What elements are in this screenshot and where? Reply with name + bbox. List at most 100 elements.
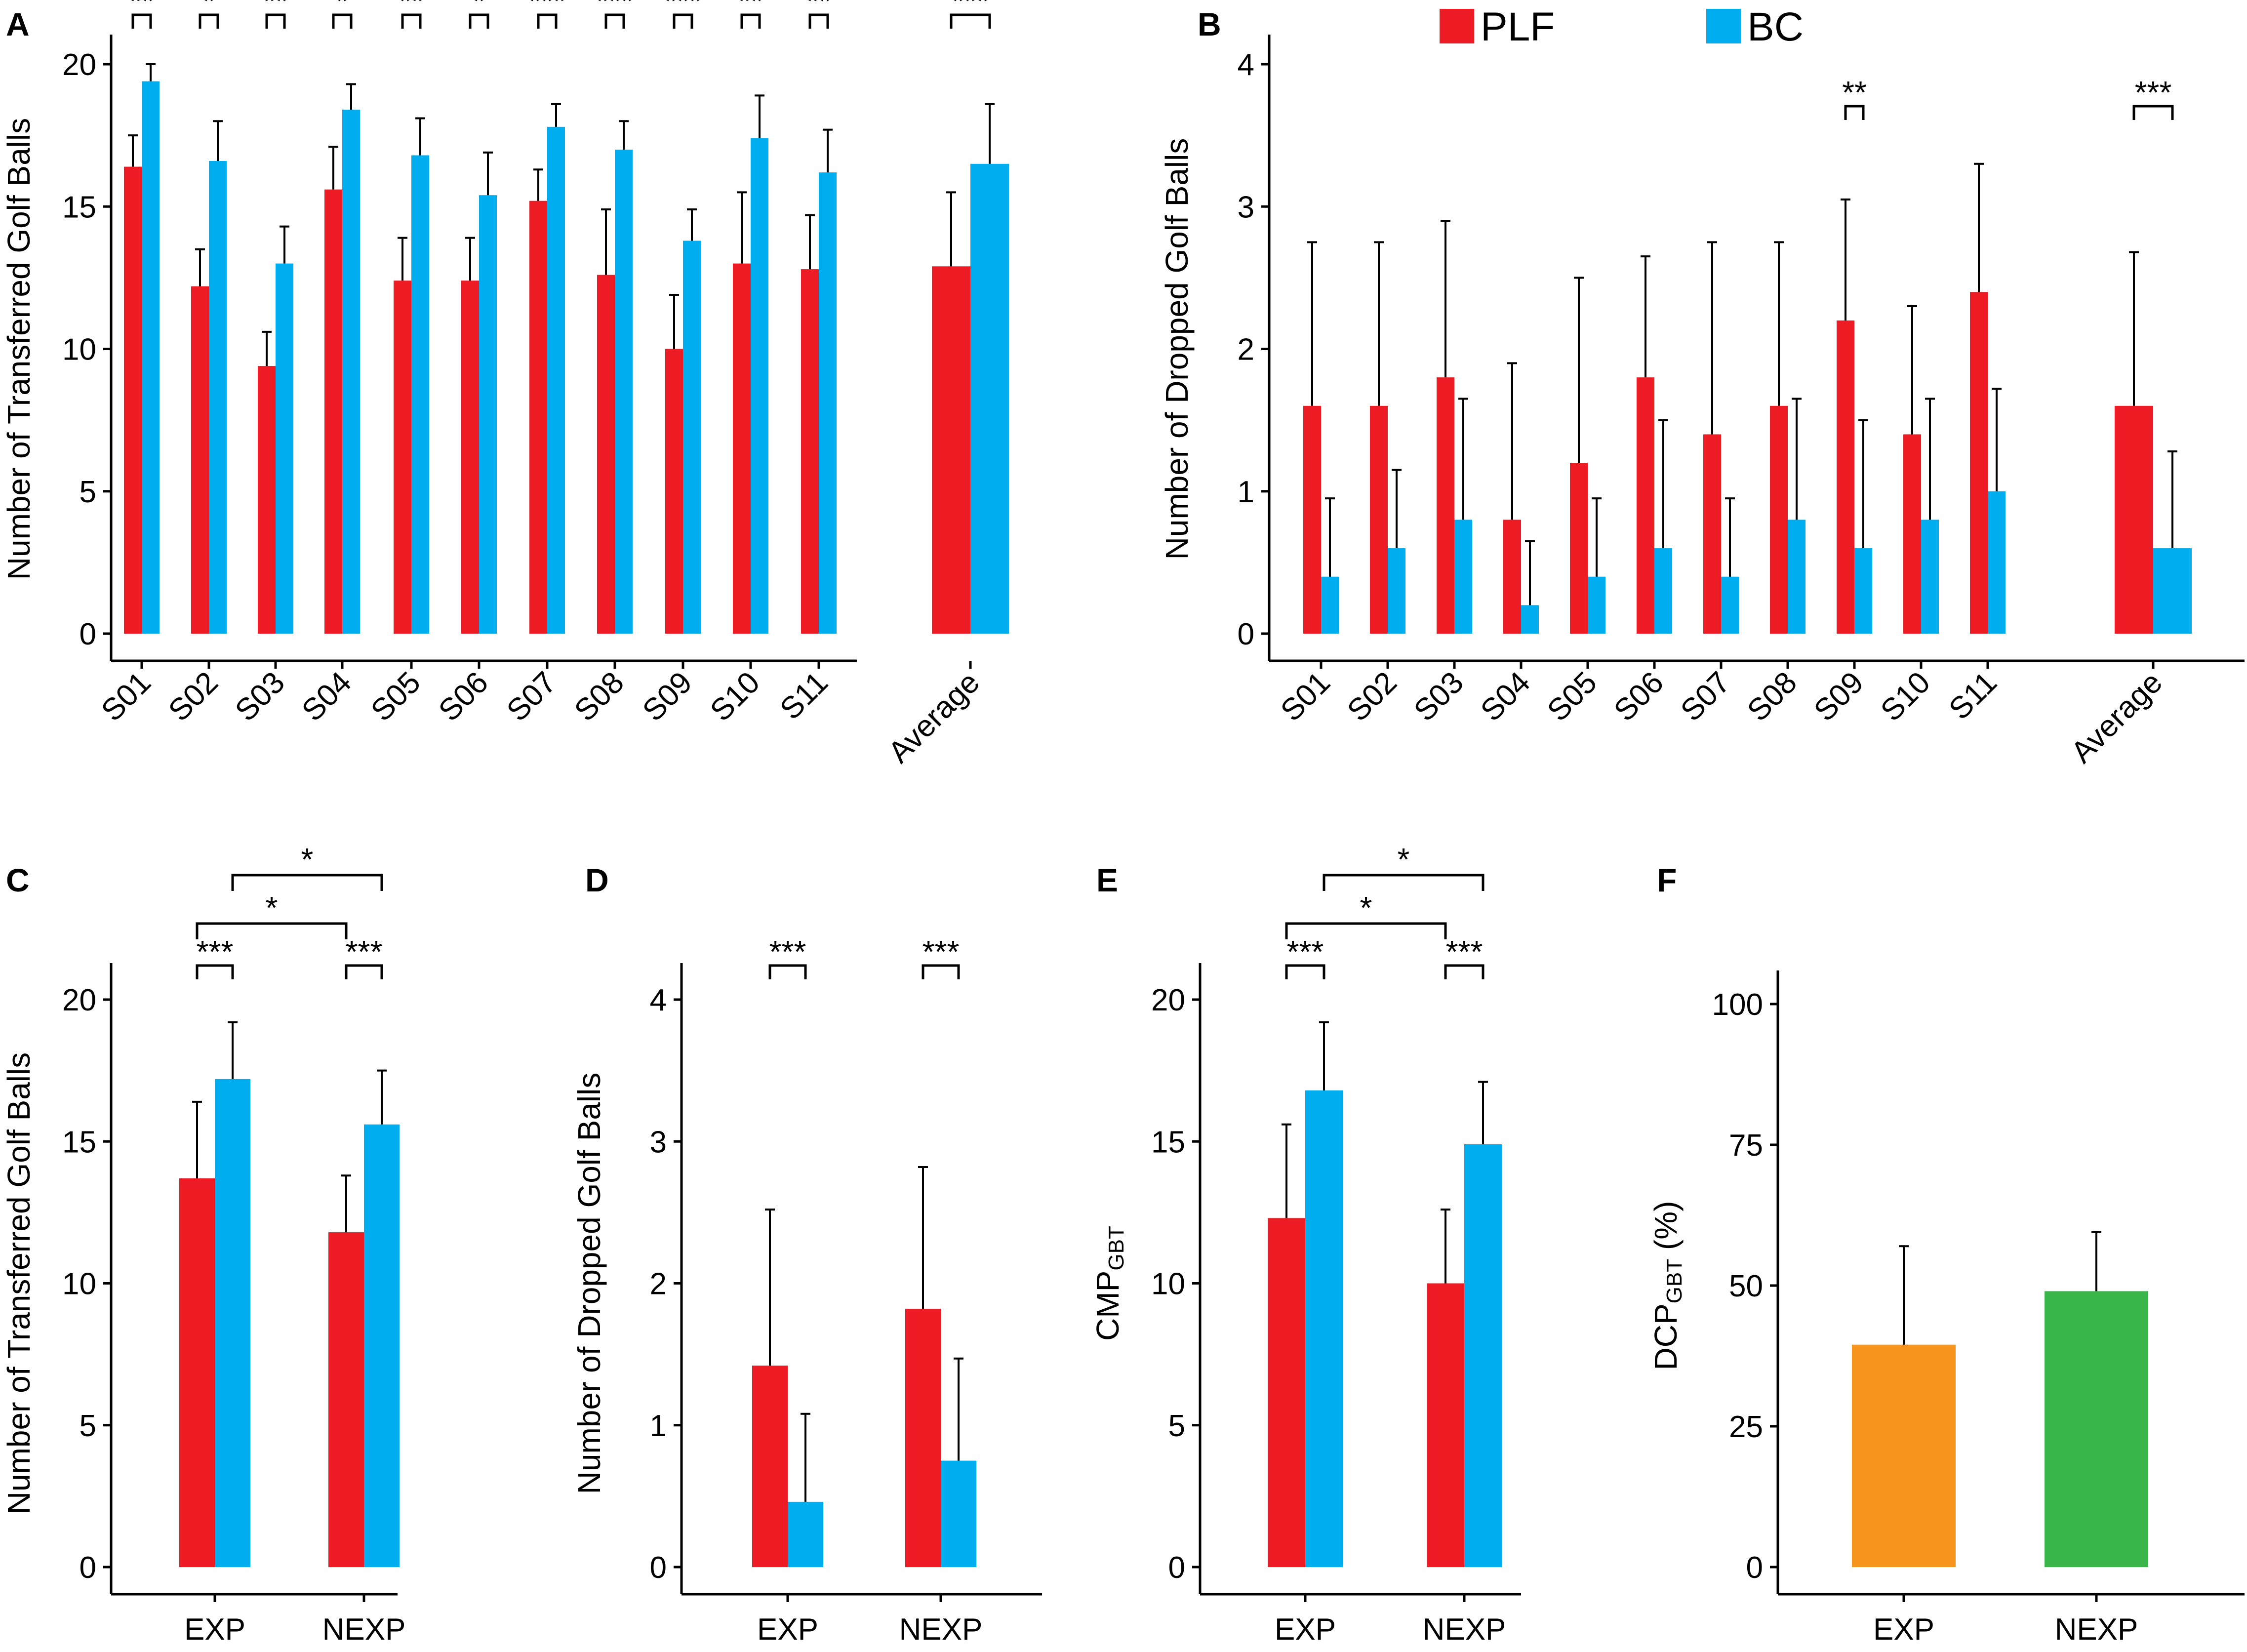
bar-bc-s02: [209, 161, 227, 634]
x-tick-label: S10: [704, 665, 766, 728]
bar-plf-exp: [752, 1366, 788, 1567]
significance-bracket: [469, 13, 489, 29]
y-tick-label: 3: [1238, 190, 1254, 224]
significance-bracket: [537, 13, 558, 29]
significance-label: ***: [665, 0, 702, 19]
bar-plf-s08: [1770, 405, 1788, 634]
bar-bc-s09: [1854, 548, 1872, 634]
y-tick-label: 2: [650, 1267, 667, 1301]
bar-dcp-nexp: [2045, 1291, 2148, 1567]
y-axis-title-subscript: GBT: [1662, 1259, 1686, 1303]
bar-bc-s05: [411, 155, 429, 634]
x-tick-label: S08: [1741, 665, 1804, 728]
bar-bc-s11: [1988, 491, 2006, 634]
y-tick-label: 0: [80, 617, 96, 651]
x-tick-label: S10: [1874, 665, 1937, 728]
significance-bracket: [1444, 964, 1485, 979]
x-tick-label: S11: [773, 665, 835, 726]
significance-label: ***: [346, 934, 383, 969]
significance-label: ***: [597, 0, 634, 19]
y-tick-label: 0: [1746, 1551, 1763, 1585]
significance-bracket: [1285, 964, 1325, 979]
x-tick-label: Average: [2065, 665, 2169, 769]
bar-plf-s04: [1503, 520, 1521, 634]
significance-label: **: [263, 0, 288, 19]
bar-bc-s04: [1521, 605, 1539, 634]
bar-plf-s07: [1703, 434, 1721, 634]
significance-bracket: [768, 964, 807, 979]
y-tick-label: 20: [1151, 983, 1185, 1017]
x-tick-label: S06: [432, 665, 495, 728]
comparison-label: *: [1360, 890, 1372, 926]
y-tick-label: 0: [650, 1551, 667, 1585]
y-tick-label: 1: [650, 1409, 667, 1443]
x-tick-label: S07: [500, 665, 563, 728]
bar-plf-s09: [665, 349, 683, 634]
significance-bracket: [950, 13, 991, 29]
x-tick-label: S05: [364, 665, 427, 728]
bar-bc-s02: [1388, 548, 1405, 634]
significance-label: *: [473, 0, 485, 19]
comparison-label: *: [301, 842, 314, 877]
panel-f: F 0 25 50 75 100 DCPGBT (%) EXP NEXP: [1648, 862, 2245, 1647]
y-tick-label: 1: [1238, 475, 1254, 509]
significance-bracket: [401, 13, 422, 29]
y-tick-label: 25: [1729, 1410, 1763, 1444]
significance-label: ***: [769, 934, 806, 969]
legend-label-plf: PLF: [1481, 4, 1555, 49]
significance-label: **: [806, 0, 831, 19]
bar-plf-s01: [1303, 405, 1321, 634]
x-tick-label: S07: [1674, 665, 1737, 728]
bar-bc-exp: [788, 1501, 823, 1567]
significance-label: ***: [2135, 75, 2172, 110]
bar-bc-s01: [1321, 576, 1339, 634]
x-tick-label: NEXP: [2055, 1612, 2138, 1647]
significance-bracket: [922, 964, 960, 979]
y-tick-label: 4: [650, 983, 667, 1017]
x-tick-label: Average: [882, 665, 986, 769]
bar-plf-s03: [1437, 377, 1454, 634]
significance-bracket: [1844, 105, 1865, 120]
y-axis-title: DCPGBT (%): [1648, 1201, 1686, 1370]
panel-a: A 0 5 10 15 20 Number of Transferred Golf Ball…: [1, 0, 1009, 769]
y-tick-label: 2: [1238, 333, 1254, 367]
legend-swatch-bc: [1706, 9, 1741, 43]
bar-plf-s04: [324, 189, 342, 634]
x-tick-label: EXP: [1275, 1612, 1336, 1647]
y-tick-label: 10: [62, 1267, 96, 1301]
x-tick-label: S01: [1274, 665, 1337, 728]
y-tick-label: 0: [1168, 1551, 1185, 1585]
panel-b: B 0 1 2 3 4 Number of Dropped Golf Balls S01 S02…: [1159, 6, 2245, 769]
y-tick-label: 15: [62, 190, 96, 224]
comparison-bracket: [1323, 874, 1485, 891]
y-tick-label: 0: [80, 1551, 96, 1585]
legend-swatch-plf: [1440, 9, 1474, 43]
significance-label: *: [336, 0, 349, 19]
significance-label: *: [203, 0, 215, 19]
significance-bracket: [673, 13, 693, 29]
bar-plf-s10: [733, 263, 751, 634]
y-tick-label: 100: [1712, 988, 1763, 1022]
y-tick-label: 15: [1151, 1125, 1185, 1159]
bar-bc-s04: [342, 110, 360, 634]
bar-plf-average: [932, 266, 970, 634]
significance-bracket: [199, 13, 219, 29]
bar-bc-s05: [1588, 576, 1605, 634]
panel-letter: B: [1198, 6, 1221, 42]
bar-bc-nexp: [1464, 1144, 1502, 1567]
significance-label: ***: [952, 0, 989, 19]
y-tick-label: 10: [62, 333, 96, 367]
bar-bc-s07: [547, 126, 565, 634]
x-tick-label: EXP: [1873, 1612, 1934, 1647]
significance-bracket: [345, 964, 383, 979]
significance-label: **: [1842, 75, 1867, 110]
comparison-label: *: [266, 890, 278, 926]
y-tick-label: 3: [650, 1125, 667, 1159]
significance-bracket: [808, 13, 829, 29]
x-tick-label: S05: [1541, 665, 1604, 728]
bar-plf-s07: [529, 201, 547, 634]
significance-label: ***: [1446, 934, 1483, 969]
significance-label: **: [738, 0, 763, 19]
